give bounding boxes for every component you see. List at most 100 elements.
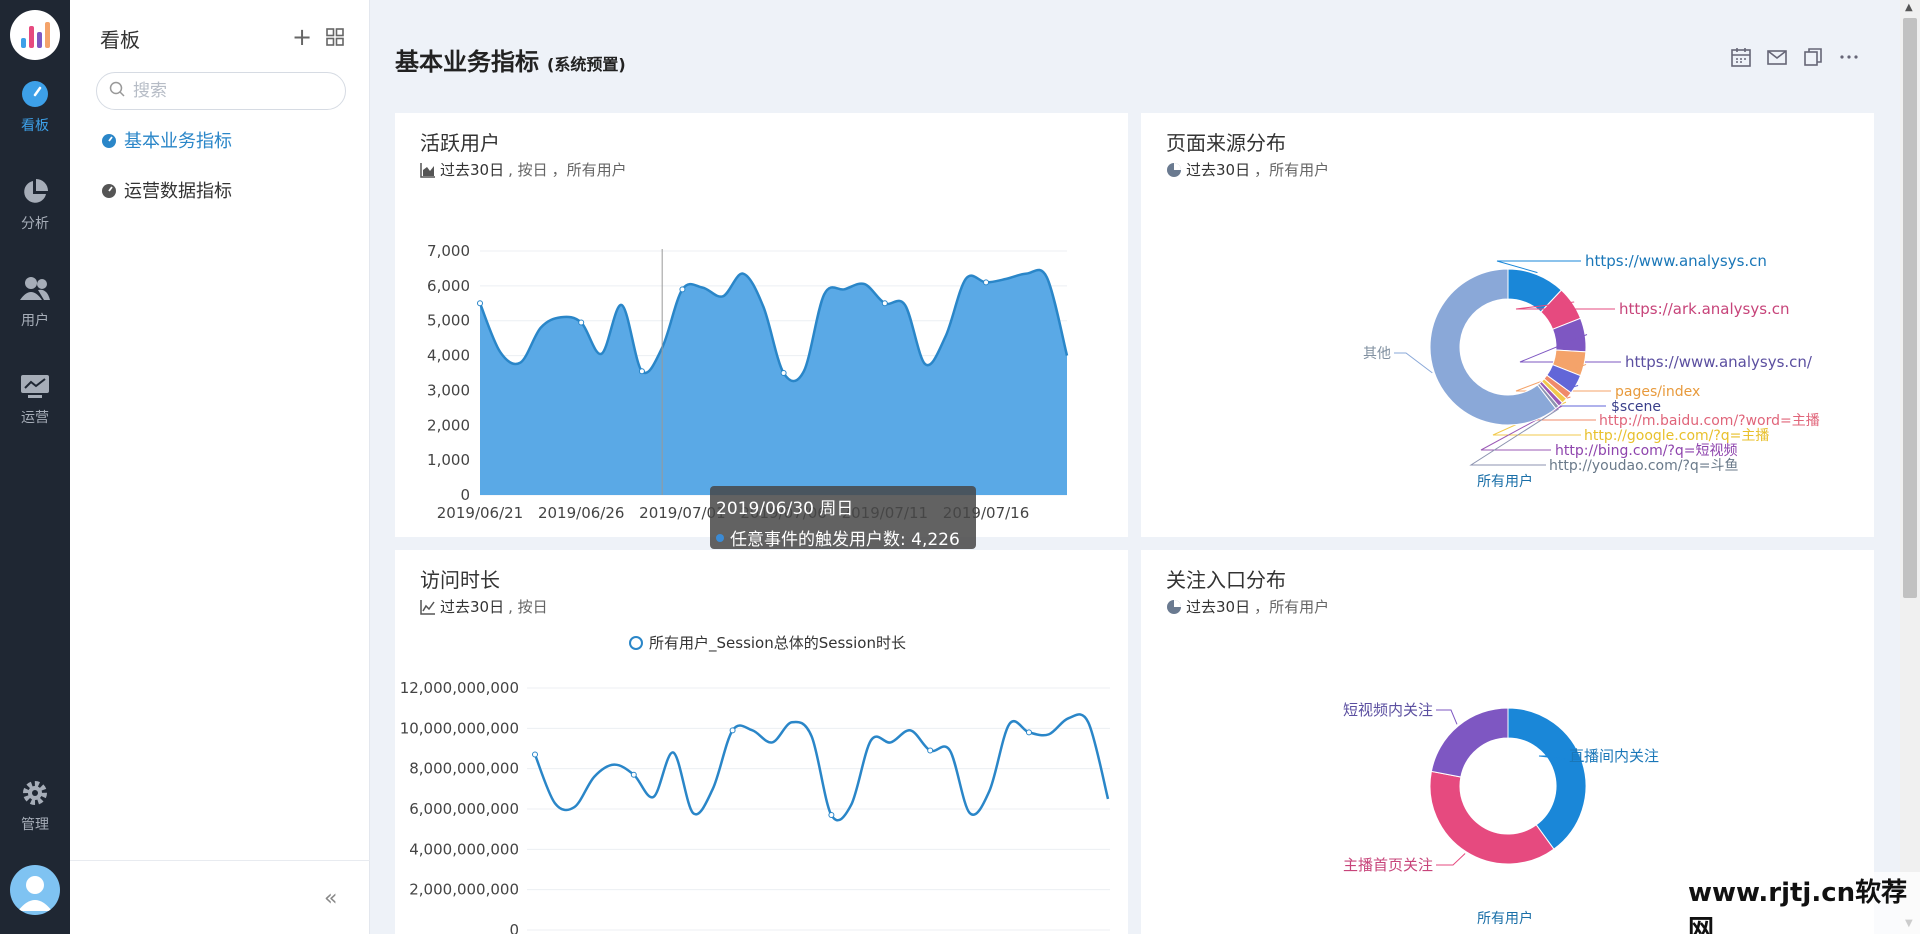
data-point: [679, 286, 686, 293]
card-follow-entry: 关注入口分布 过去30日 ，所有用户 直播间内关注 主播首页关注 短视频内关注 所有…: [1141, 550, 1874, 934]
collapse-sidebar-button[interactable]: «: [324, 886, 338, 911]
pie-label: http://youdao.com/?q=斗鱼: [1549, 457, 1739, 474]
y-tick-label: 4,000: [427, 347, 470, 365]
area-chart-icon: [420, 162, 436, 178]
card-subtitle: 过去30日 , 按日 ，所有用户: [420, 159, 627, 180]
rail-item-operations[interactable]: 运营: [0, 364, 70, 434]
y-tick-label: 3,000: [427, 381, 470, 399]
label-leader-line: [1436, 709, 1458, 725]
time-range-link[interactable]: 过去30日: [440, 598, 505, 616]
x-tick-label: 2019/07/01: [639, 504, 725, 522]
line-chart-icon: [420, 599, 436, 615]
mail-icon[interactable]: [1766, 46, 1788, 68]
y-tick-label: 4,000,000,000: [409, 840, 519, 858]
pie-slice: [1429, 770, 1555, 865]
time-range-link[interactable]: 过去30日: [1186, 598, 1251, 616]
y-tick-label: 6,000,000,000: [409, 800, 519, 818]
label-leader-line: [1496, 260, 1581, 274]
card-title: 页面来源分布: [1166, 131, 1286, 155]
data-point: [729, 727, 736, 734]
dashboard-icon: [100, 181, 118, 199]
y-tick-label: 5,000: [427, 312, 470, 330]
y-tick-label: 7,000: [427, 242, 470, 260]
y-tick-label: 1,000: [427, 451, 470, 469]
page-source-chart[interactable]: https://www.analysys.cn https://ark.analy…: [1141, 113, 1874, 537]
visit-duration-chart[interactable]: 0 2,000,000,000 4,000,000,000 6,000,000,000…: [395, 550, 1128, 934]
time-range-link[interactable]: 过去30日: [440, 161, 505, 179]
data-point: [927, 747, 934, 754]
pie-slice: [1429, 268, 1557, 426]
card-title: 访问时长: [420, 568, 500, 592]
scroll-thumb[interactable]: [1903, 18, 1917, 598]
rail-item-users[interactable]: 用户: [0, 267, 70, 337]
series-line: [533, 713, 1110, 822]
pie-chart-icon: [20, 177, 50, 207]
pie-label: https://ark.analysys.cn: [1619, 300, 1790, 318]
label-leader-line: [1469, 408, 1559, 466]
card-subtitle: 过去30日 ，所有用户: [1166, 596, 1329, 617]
divider: [70, 860, 370, 861]
card-title: 活跃用户: [420, 131, 500, 155]
y-tick-label: 0: [460, 486, 470, 504]
card-active-users: 活跃用户 过去30日 , 按日 ，所有用户 0 1,000 2,000 3,000 4,…: [395, 113, 1128, 537]
y-tick-label: 6,000: [427, 277, 470, 295]
data-point: [780, 370, 787, 376]
y-tick-label: 12,000,000,000: [400, 679, 519, 697]
pie-slice: [1430, 707, 1509, 778]
search-box: [96, 72, 346, 110]
pie-chart-icon: [1166, 599, 1182, 615]
label-leader-line: [1519, 334, 1621, 363]
pie-label: https://www.analysys.cn/: [1625, 353, 1813, 371]
grid-view-icon[interactable]: [326, 28, 344, 46]
y-tick-label: 2,000,000,000: [409, 881, 519, 899]
pie-label: http://m.baidu.com/?word=主播: [1599, 413, 1820, 429]
more-icon[interactable]: [1838, 46, 1860, 68]
x-tick-label: 2019/06/21: [437, 504, 523, 522]
data-point: [630, 771, 637, 778]
search-input[interactable]: [133, 81, 333, 101]
active-users-chart[interactable]: 0 1,000 2,000 3,000 4,000 5,000 6,000 7,000 2019…: [395, 113, 1128, 537]
pie-center-label: 所有用户: [1477, 474, 1533, 490]
scroll-up-icon[interactable]: ▲: [1905, 2, 1913, 13]
copy-icon[interactable]: [1802, 46, 1824, 68]
card-subtitle: 过去30日 ，所有用户: [1166, 159, 1329, 180]
sidebar-item-basic-metrics[interactable]: 基本业务指标: [100, 125, 360, 155]
data-point: [983, 279, 990, 286]
sidebar: 看板 + 基本业务指标 运营数据指标 «: [70, 0, 370, 934]
sidebar-item-ops-metrics[interactable]: 运营数据指标: [100, 175, 360, 205]
chart-legend[interactable]: 所有用户_Session总体的Session时长: [629, 632, 906, 653]
x-tick-label: 2019/06/26: [538, 504, 624, 522]
users-icon: [20, 274, 50, 304]
page-scrollbar[interactable]: ▲ ▼: [1900, 0, 1920, 934]
app-logo[interactable]: [10, 10, 60, 60]
pie-label: $scene: [1611, 399, 1661, 415]
pie-chart-icon: [1166, 162, 1182, 178]
left-rail: 看板 分析 用户 运营 管理: [0, 0, 70, 934]
avatar[interactable]: [10, 865, 60, 915]
y-tick-label: 10,000,000,000: [400, 719, 519, 737]
legend-marker-icon: [629, 635, 643, 650]
add-dashboard-button[interactable]: +: [291, 23, 313, 51]
page-title: 基本业务指标 (系统预置): [395, 48, 626, 76]
data-point: [638, 368, 645, 375]
card-visit-duration: 访问时长 过去30日 , 按日 所有用户_Session总体的Session时长…: [395, 550, 1128, 934]
calendar-icon[interactable]: [1730, 46, 1752, 68]
rail-item-dashboard[interactable]: 看板: [0, 72, 70, 142]
rail-item-analysis[interactable]: 分析: [0, 170, 70, 240]
rail-item-manage[interactable]: 管理: [0, 771, 70, 841]
time-range-link[interactable]: 过去30日: [1186, 161, 1251, 179]
monitor-icon: [20, 371, 50, 401]
card-title: 关注入口分布: [1166, 568, 1286, 592]
pie-label: pages/index: [1615, 384, 1700, 400]
y-tick-label: 2,000: [427, 416, 470, 434]
toolbar: [1730, 46, 1860, 68]
chart-tooltip: 2019/06/30 周日 任意事件的触发用户数: 4,226: [710, 486, 976, 550]
dashboard-icon: [100, 131, 118, 149]
data-point: [532, 751, 538, 758]
pie-label: 短视频内关注: [1343, 701, 1433, 719]
data-point: [828, 812, 835, 819]
label-leader-line: [1394, 352, 1433, 374]
y-tick-label: 8,000,000,000: [409, 760, 519, 778]
pie-label: 其他: [1363, 346, 1391, 362]
